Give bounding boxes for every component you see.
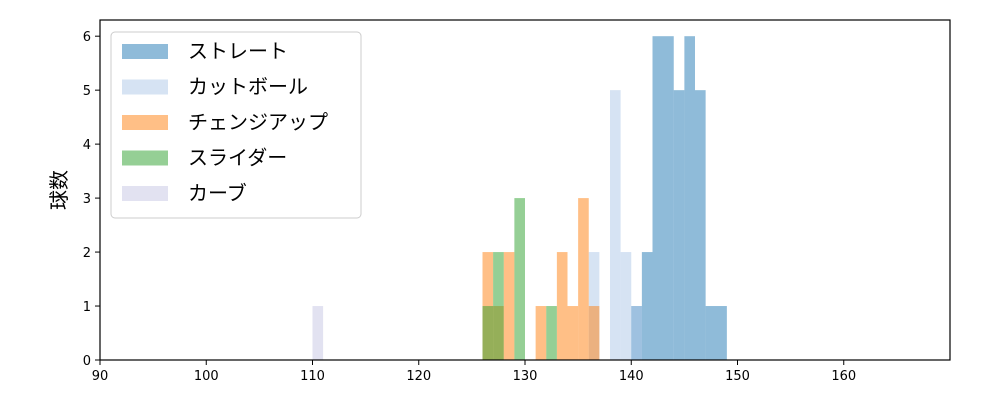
bar-カットボール — [631, 306, 642, 360]
bar-チェンジアップ — [567, 306, 579, 360]
bar-ストレート — [705, 306, 727, 360]
x-axis: 90 100 110 120 130 140 150 160 — [92, 360, 856, 384]
bar-ストレート — [652, 36, 674, 360]
legend-swatch — [122, 44, 168, 59]
legend-label: チェンジアップ — [188, 110, 328, 134]
bar-チェンジアップ — [588, 306, 600, 360]
legend-box — [110, 31, 362, 219]
bar-スライダー — [546, 306, 557, 360]
y-tick-label: 0 — [83, 354, 91, 369]
x-tick-label: 120 — [406, 369, 431, 384]
bar-ストレート — [673, 90, 685, 361]
y-tick-label: 3 — [83, 192, 91, 207]
bar-チェンジアップ — [535, 306, 547, 360]
legend-swatch — [122, 150, 168, 166]
bar-スライダー — [482, 306, 494, 360]
x-tick-label: 160 — [831, 369, 856, 384]
bar-チェンジアップ — [556, 252, 568, 360]
legend-swatch — [122, 79, 168, 95]
y-axis: 0 1 2 3 4 5 6 — [83, 30, 100, 369]
y-tick-label: 6 — [83, 30, 91, 45]
legend-label: カーブ — [188, 181, 247, 205]
legend-swatch — [122, 115, 168, 130]
y-tick-label: 5 — [83, 84, 91, 99]
bar-チェンジアップ — [578, 198, 589, 360]
x-tick-label: 100 — [194, 369, 219, 384]
x-tick-label: 130 — [513, 369, 538, 384]
y-tick-label: 1 — [83, 300, 91, 315]
x-tick-label: 150 — [725, 369, 750, 384]
x-tick-label: 90 — [92, 369, 109, 384]
bar-スライダー — [514, 198, 525, 360]
y-tick-label: 2 — [83, 246, 91, 261]
y-axis-label: 球数 — [47, 170, 71, 210]
bar-チェンジアップ — [503, 252, 515, 360]
legend-label: スライダー — [188, 146, 287, 170]
bar-スライダー — [493, 252, 504, 360]
bar-ストレート — [695, 90, 706, 361]
y-tick-label: 4 — [83, 138, 91, 153]
bar-ストレート — [684, 36, 695, 360]
bar-ストレート — [641, 252, 653, 360]
bar-カーブ — [312, 306, 324, 360]
legend-label: カットボール — [188, 75, 308, 99]
bar-カットボール — [610, 90, 621, 361]
bar-カットボール — [620, 252, 632, 360]
legend-swatch — [122, 186, 168, 201]
legend-label: ストレート — [188, 39, 288, 63]
x-tick-label: 110 — [300, 369, 325, 384]
x-tick-label: 140 — [619, 369, 644, 384]
bars-layer — [312, 36, 727, 361]
